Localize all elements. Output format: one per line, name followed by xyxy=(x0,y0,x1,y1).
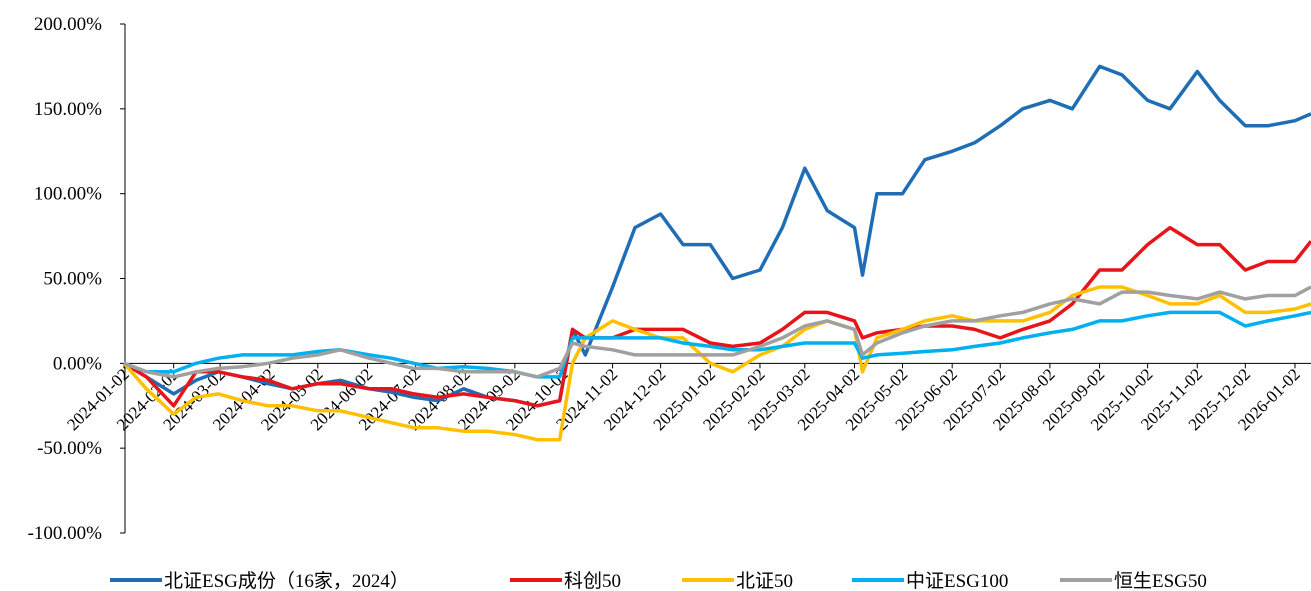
legend-label: 北证ESG成份（16家，2024） xyxy=(164,570,409,591)
y-tick-label: 50.00% xyxy=(43,269,102,290)
series-line xyxy=(123,225,1311,408)
y-tick-label: 150.00% xyxy=(34,99,102,120)
y-tick-label: 100.00% xyxy=(34,184,102,205)
y-tick-label: -50.00% xyxy=(37,438,102,459)
legend-label: 科创50 xyxy=(564,570,621,591)
y-tick-label: 0.00% xyxy=(53,353,102,374)
y-tick-label: 200.00% xyxy=(34,14,102,35)
legend-label: 中证ESG100 xyxy=(906,570,1008,591)
legend-label: 恒生ESG50 xyxy=(1114,570,1207,591)
y-tick-label: -100.00% xyxy=(28,523,103,544)
legend-label: 北证50 xyxy=(736,570,793,591)
series-line xyxy=(122,285,1311,442)
series-line xyxy=(123,285,1311,379)
